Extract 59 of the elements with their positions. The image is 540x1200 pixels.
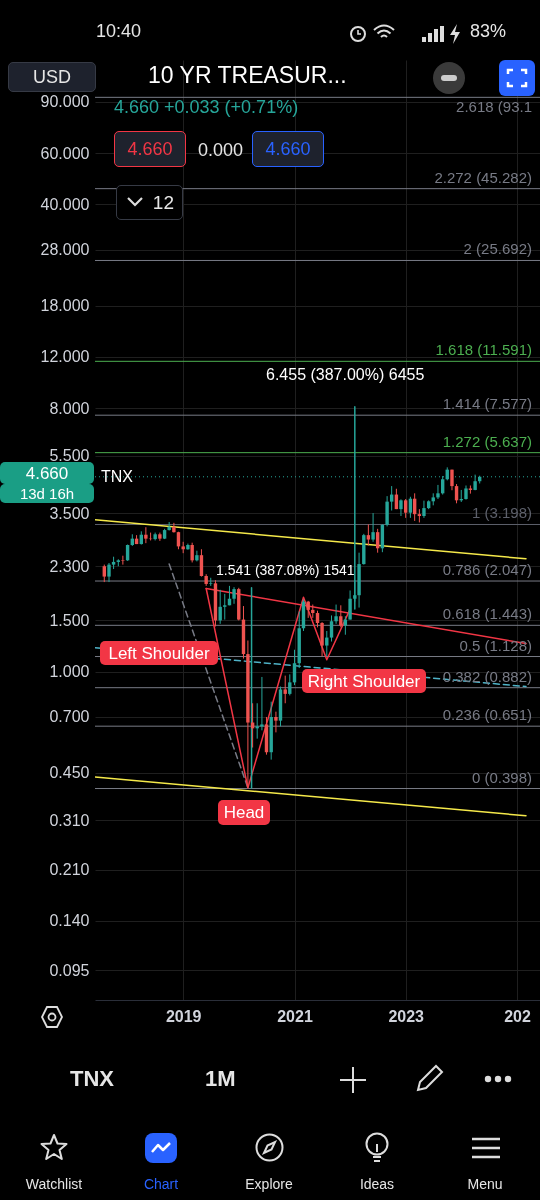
annotation: 0.000 — [198, 140, 244, 160]
ref-line-label: 2.618 (93.1 — [456, 98, 532, 116]
y-tick-label: 0.095 — [49, 961, 90, 979]
y-tick-label: 0.700 — [49, 708, 90, 726]
annotation: Head — [218, 800, 270, 825]
text: 83% — [470, 21, 507, 41]
annotation: 4.660 — [252, 131, 324, 167]
y-tick-label: 90.000 — [40, 93, 90, 111]
y-tick-label: 0.140 — [49, 912, 90, 930]
annotation: 1.541 (387.08%) 1541 — [216, 562, 355, 578]
ref-line-label: 1 (3.198) — [471, 504, 532, 522]
ref-line-label: 1.414 (7.577) — [442, 395, 532, 413]
ref-line-label: 0.618 (1.443) — [442, 605, 532, 623]
y-tick-label: 0.210 — [49, 861, 90, 879]
ref-line-label: 2 (25.692) — [463, 240, 532, 258]
y-tick-label: 0.310 — [49, 811, 90, 829]
ref-line-label: 0.382 (0.882) — [442, 667, 532, 685]
ref-line-label: 0.236 (0.651) — [442, 706, 532, 724]
y-tick-label: 1.000 — [49, 663, 90, 681]
y-tick-label: 12.000 — [40, 348, 90, 366]
y-tick-label: 8.000 — [49, 399, 90, 417]
x-tick-label: 2019 — [165, 1007, 202, 1025]
ref-line-label: 1.618 (11.591) — [435, 341, 532, 359]
annotation: 4.660 +0.033 (+0.71%) — [114, 97, 299, 117]
y-tick-label: 5.500 — [49, 447, 90, 465]
x-tick-label: 2023 — [388, 1007, 425, 1025]
text: Watchlist — [24, 1176, 84, 1192]
y-tick-label: 3.500 — [49, 504, 90, 522]
text: TNX — [70, 1066, 114, 1091]
x-tick-label: 202 — [504, 1007, 531, 1025]
ref-line-label: 2.272 (45.282) — [434, 168, 532, 186]
text: 1M — [205, 1066, 236, 1091]
y-tick-label: 2.300 — [49, 557, 90, 575]
text: Explore — [244, 1176, 294, 1192]
text: Menu — [466, 1176, 504, 1192]
x-tick-label: 2021 — [277, 1007, 313, 1025]
ref-line-label: TNX — [101, 467, 134, 485]
chart-title: 10 YR TREASUR... — [148, 62, 347, 88]
text: Ideas — [358, 1176, 396, 1192]
ref-line-label: 0.786 (2.047) — [442, 561, 532, 579]
y-tick-label: 60.000 — [40, 144, 90, 162]
ref-line-label: 0 (0.398) — [471, 768, 532, 786]
annotation: Left Shoulder — [100, 641, 218, 665]
text: 4.660 — [0, 462, 94, 484]
text: 10:40 — [96, 21, 142, 41]
annotation: 12 — [116, 185, 183, 220]
y-tick-label: 18.000 — [40, 297, 90, 315]
text: 13d 16h — [0, 484, 94, 503]
ref-line-label: 1.272 (5.637) — [442, 432, 532, 450]
text: Chart — [142, 1176, 180, 1192]
annotation: Right Shoulder — [302, 669, 426, 693]
y-tick-label: 0.450 — [49, 764, 90, 782]
ref-line-label: 0.5 (1.128) — [459, 636, 532, 654]
text: USD — [8, 62, 96, 92]
annotation: 4.660 — [114, 131, 186, 167]
annotation: 6.455 (387.00%) 6455 — [266, 366, 425, 383]
y-tick-label: 40.000 — [40, 195, 90, 213]
y-tick-label: 28.000 — [40, 241, 90, 259]
y-tick-label: 1.500 — [49, 611, 90, 629]
